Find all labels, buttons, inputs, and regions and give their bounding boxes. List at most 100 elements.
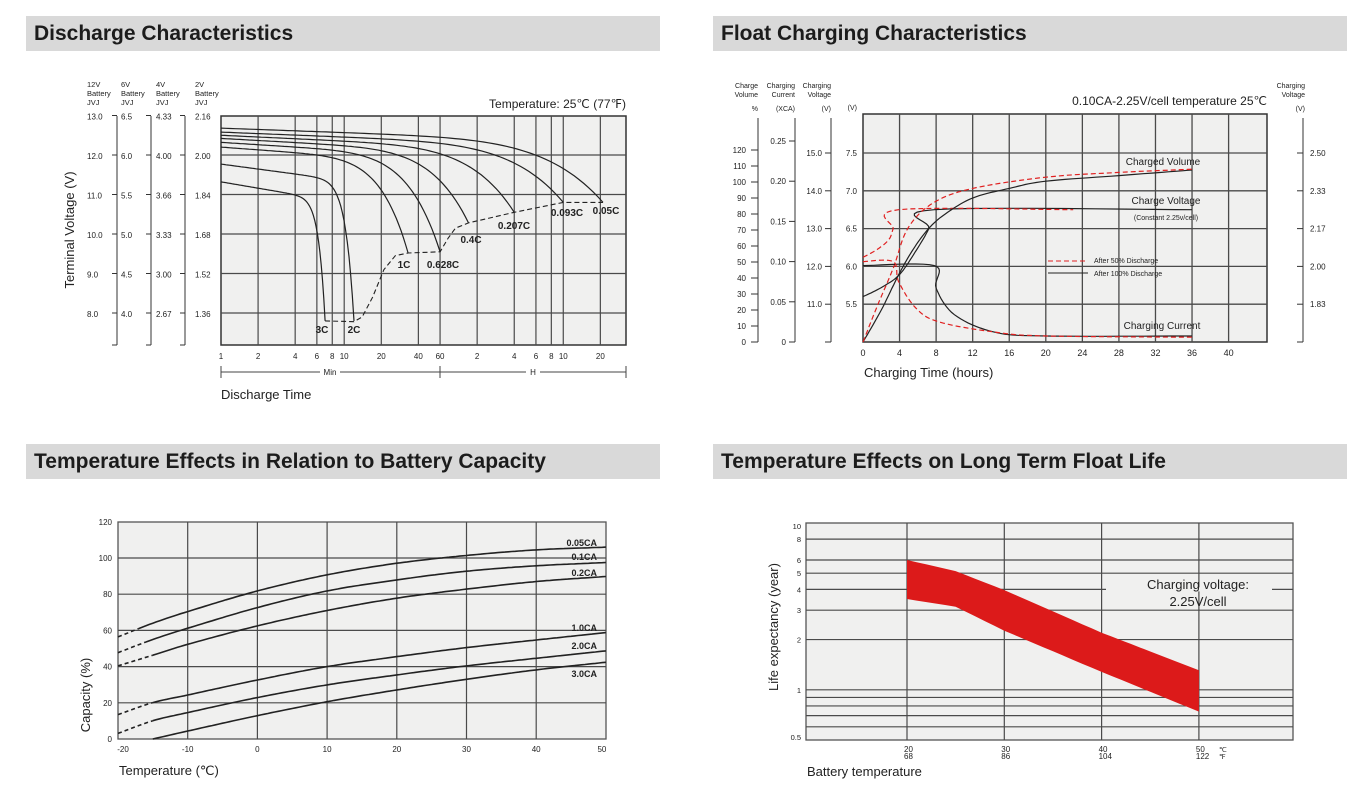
charging-voltage-12v-tick-label: 12.0 (806, 262, 822, 271)
x-tick-label: 6 (534, 352, 539, 361)
capacity-curve-0.2CA (152, 575, 606, 656)
charging-current-tick-label: 0 (782, 338, 787, 347)
charging-current-label: Charging Current (1124, 321, 1201, 332)
header-float-life: Temperature Effects on Long Term Float L… (713, 444, 1347, 479)
x-tick-label: 28 (1114, 348, 1124, 358)
curve-charged-volume-pct-after-50pct (862, 168, 1193, 343)
x-tick-label: 1 (219, 352, 224, 361)
axis-header: Charging (1277, 83, 1306, 90)
conditions-annotation: 0.10CA-2.25V/cell temperature 25℃ (1072, 94, 1267, 108)
float-charging-chart: 0 4 8 12 16 20 24 28 32 36 40 Charging Time (hours)… (733, 83, 1326, 380)
curve-charge-voltage-6v-after-50pct (862, 207, 1074, 258)
y-tick-label: 4 (797, 585, 801, 594)
x-tick-label: 30 (462, 745, 471, 754)
curve-label: 3C (316, 325, 329, 336)
x-tick-label: 32 (1150, 348, 1160, 358)
capacity-curve-2.0CA (152, 650, 606, 722)
annotation-background (1106, 587, 1272, 592)
discharge-curve-1C (220, 146, 409, 254)
charging-current-tick-label: 0.15 (770, 217, 786, 226)
y-tick-label: 0.5 (791, 733, 801, 742)
discharge-curve-0.207C (220, 134, 515, 213)
cutoff-voltage-line (325, 201, 603, 323)
x-tick-label: 10 (559, 352, 568, 361)
y-tick-label: 6 (797, 556, 801, 565)
series-label: 3.0CA (571, 669, 597, 679)
y-tick-label: 1.84 (195, 192, 211, 201)
x-tick-label: 20 (392, 745, 401, 754)
charging-voltage-cell-tick-label: 1.83 (1310, 300, 1326, 309)
y-axis-header: JVJ (87, 98, 100, 107)
series-label: 1.0CA (571, 623, 597, 633)
charging-voltage-annotation-value: 2.25V/cell (1169, 594, 1226, 609)
y-axis-title: Terminal Voltage (V) (62, 171, 77, 288)
y-tick-label: 9.0 (87, 271, 99, 280)
y-tick-label: 5.0 (121, 231, 133, 240)
axis-header: (V) (848, 105, 857, 112)
y-tick-label: 10 (793, 522, 801, 531)
charging-current-tick-label: 0.10 (770, 258, 786, 267)
x-tick-label: 4 (512, 352, 517, 361)
x-tick-label: 12 (968, 348, 978, 358)
charging-current-tick-label: 0.20 (770, 177, 786, 186)
x-tick-label: 40 (1224, 348, 1234, 358)
charge-voltage-label: Charge Voltage (1132, 196, 1201, 207)
charging-voltage-cell-tick-label: 2.33 (1310, 187, 1326, 196)
capacity-curve-extrapolated-0.1CA (117, 641, 147, 654)
capacity-curve-extrapolated-0.05CA (117, 627, 140, 638)
x-tick-label: 20 (1041, 348, 1051, 358)
x-tick-label: 50 (597, 745, 606, 754)
legend-label: After 100% Discharge (1094, 271, 1162, 278)
x-tick-label: 6 (315, 352, 320, 361)
y-axis-title: Life expectancy (year) (766, 563, 781, 691)
y-tick-label: 3 (797, 606, 801, 615)
y-tick-label: 5.5 (121, 192, 133, 201)
x-tick-label: 10 (340, 352, 349, 361)
charging-voltage-6v-tick-label: 7.5 (846, 149, 858, 158)
series-label: 2.0CA (571, 641, 597, 651)
capacity-curve-0.05CA (138, 546, 606, 630)
x-tick-label: 8 (934, 348, 939, 358)
charge-volume-tick-label: 10 (737, 322, 746, 331)
axis-header: Charging (767, 83, 796, 90)
x-tick-label-celsius: 40 (1099, 745, 1108, 754)
x-tick-label: -20 (117, 745, 129, 754)
x-tick-label-fahrenheit: 104 (1099, 752, 1113, 761)
y-tick-label: 3.66 (156, 192, 172, 201)
y-tick-label: 3.33 (156, 231, 172, 240)
celsius-unit: ℃ (1219, 747, 1227, 754)
y-tick-label: 4.0 (121, 310, 133, 319)
x-tick-label: 8 (549, 352, 554, 361)
plot-area (220, 115, 627, 346)
axis-header: Voltage (1282, 92, 1305, 99)
y-tick-label: 1.36 (195, 310, 211, 319)
y-tick-label: 4.00 (156, 152, 172, 161)
discharge-curve-2C (220, 163, 355, 321)
x-tick-label: 10 (323, 745, 332, 754)
y-tick-label: 8 (797, 535, 801, 544)
capacity-curve-1.0CA (152, 631, 606, 704)
charging-voltage-6v-tick-label: 7.0 (846, 187, 858, 196)
x-tick-label-fahrenheit: 68 (904, 752, 913, 761)
discharge-chart: 1 2 4 6 8 10 20 40 60 2 4 6 8 10 20 Min H Discharge Time T… (62, 80, 627, 402)
charging-current-tick-label: 0.05 (770, 298, 786, 307)
charge-volume-tick-label: 30 (737, 290, 746, 299)
curve-label: 1C (398, 260, 411, 271)
y-tick-label: 10.0 (87, 231, 103, 240)
y-tick-label: 2 (797, 636, 801, 645)
y-tick-label: 1 (797, 686, 801, 695)
x-tick-label: 0 (255, 745, 260, 754)
axis-header: (V) (822, 106, 831, 113)
fahrenheit-unit: ℉ (1219, 754, 1226, 761)
curve-label: 0.628C (427, 260, 459, 271)
charging-voltage-6v-tick-label: 6.5 (846, 225, 858, 234)
series-label: 0.05CA (566, 538, 597, 548)
axis-header: % (752, 106, 758, 113)
axis-header: Charge (735, 83, 758, 90)
charging-voltage-12v-tick-label: 13.0 (806, 225, 822, 234)
x-tick-label: 20 (596, 352, 605, 361)
charging-voltage-6v-tick-label: 5.5 (846, 300, 858, 309)
charging-voltage-6v-tick-label: 6.0 (846, 262, 858, 271)
y-axis-header: 4V (156, 80, 165, 89)
